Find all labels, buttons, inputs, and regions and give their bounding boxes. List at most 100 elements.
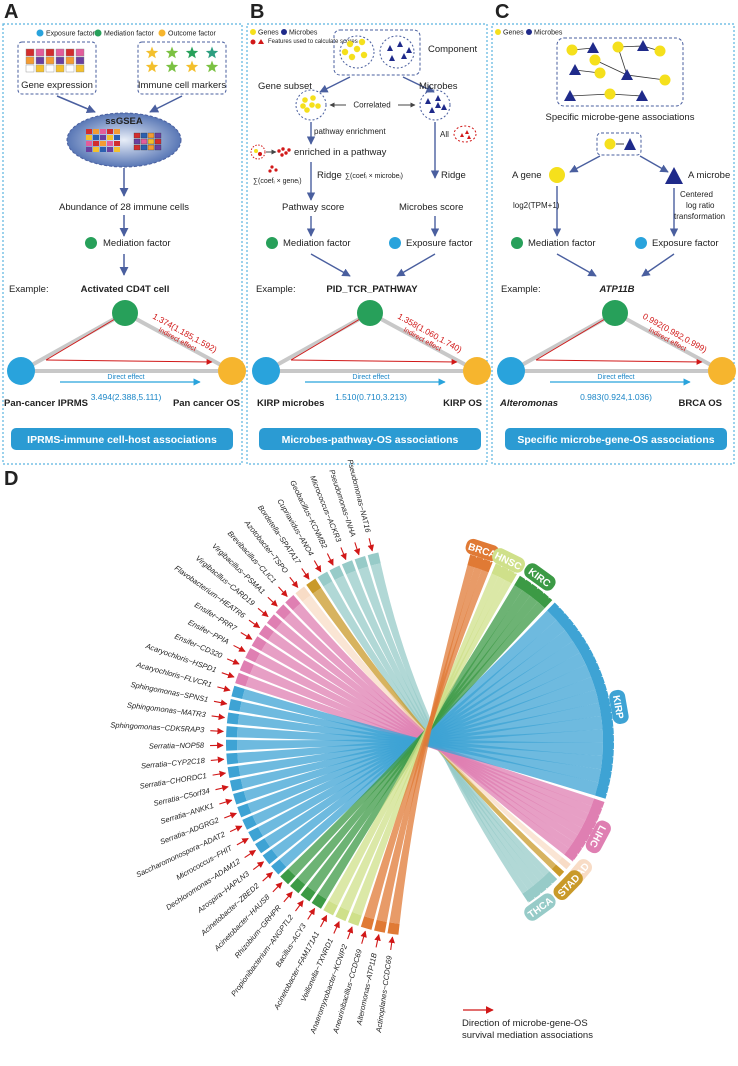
formula-microbe: ∑(coefᵢ × microbeᵢ) xyxy=(345,173,403,180)
exposure-legend-dot xyxy=(37,30,44,37)
legend-outcome: Outcome factor xyxy=(168,31,217,38)
legend-features-b: Features used to calculate scores xyxy=(268,39,358,45)
node-exposure-c xyxy=(497,357,525,385)
microbes-legend-dot-c xyxy=(526,29,532,35)
mediation-legend-dot xyxy=(95,30,102,37)
direct-label-a: Direct effect xyxy=(107,374,144,381)
correlated-label: Correlated xyxy=(353,101,390,110)
panel-c: C Genes Microbes Specific microbe-gene a… xyxy=(492,1,736,464)
node-outcome-a xyxy=(218,357,246,385)
sector-pair-17 xyxy=(227,712,239,724)
panel-d-letter: D xyxy=(4,468,18,490)
mediation-dot-c xyxy=(511,237,523,249)
ridge-label-1: Ridge xyxy=(317,170,342,181)
enriched-dots xyxy=(277,147,290,156)
legend-exposure: Exposure factor xyxy=(46,31,96,38)
gene-expression-heatmap xyxy=(26,49,84,72)
banner-b-text: Microbes-pathway-OS associations xyxy=(282,434,459,446)
sector-pair-39 xyxy=(387,922,399,934)
immune-marker-stars xyxy=(146,47,218,73)
microbe-gene-network xyxy=(564,40,671,101)
banner-c-text: Specific microbe-gene-OS associations xyxy=(517,434,714,446)
direct-value-c: 0.983(0.924,1.036) xyxy=(580,392,652,402)
mediation-label-b: Mediation factor xyxy=(283,238,351,249)
example-label: Example: xyxy=(9,284,49,295)
component-genes xyxy=(342,39,412,61)
outcome-node-a: Pan cancer OS xyxy=(173,398,240,409)
exposure-dot-b xyxy=(389,237,401,249)
legend-genes-b: Genes xyxy=(258,30,279,37)
all-label: All xyxy=(440,130,449,139)
mediation-label-c: Mediation factor xyxy=(528,238,596,249)
panel-c-letter: C xyxy=(495,1,509,23)
features-legend-dot xyxy=(251,40,256,45)
legend-microbes-b: Microbes xyxy=(289,30,318,37)
example-value-c: ATP11B xyxy=(598,284,634,295)
clr-label-2: log ratio xyxy=(686,201,715,210)
exposure-label-b: Exposure factor xyxy=(406,238,473,249)
exposure-node-b: KIRP microbes xyxy=(257,398,324,409)
abundance-label: Abundance of 28 immune cells xyxy=(59,202,189,213)
log-transform-label: log2(TPM+1) xyxy=(513,201,560,210)
features-legend-triangle xyxy=(258,39,264,44)
direct-value-a: 3.494(2.388,5.111) xyxy=(91,392,162,402)
mediation-label: Mediation factor xyxy=(103,238,171,249)
clr-label-1: Centered xyxy=(680,190,713,199)
exposure-dot-c xyxy=(635,237,647,249)
panel-b-letter: B xyxy=(250,1,264,23)
chord-links xyxy=(237,563,603,924)
exposure-node-a: Pan-cancer IPRMS xyxy=(4,398,88,409)
sector-pair-16 xyxy=(229,699,242,712)
direct-label-c: Direct effect xyxy=(597,374,634,381)
mediation-triangle-b: 1.358(1.060,1.740) Indirect effect Direc… xyxy=(252,300,491,409)
sector-pair-21 xyxy=(228,766,241,778)
pathway-score-label: Pathway score xyxy=(282,202,344,213)
legend-mediation: Mediation factor xyxy=(104,31,154,38)
node-mediator-b xyxy=(357,300,383,326)
outcome-node-c: BRCA OS xyxy=(679,398,722,409)
microbe-node xyxy=(665,167,683,184)
mediation-dot xyxy=(85,237,97,249)
genes-legend-dot xyxy=(250,29,256,35)
genes-legend-dot-c xyxy=(495,29,501,35)
sector-pair-22 xyxy=(230,778,243,791)
direct-value-b: 1.510(0.710,3.213) xyxy=(335,392,407,402)
node-exposure-b xyxy=(252,357,280,385)
panel-a-letter: A xyxy=(4,1,18,23)
node-exposure-a xyxy=(7,357,35,385)
formula-gene: ∑(coefᵢ × geneᵢ) xyxy=(253,178,302,185)
panel-a: A Exposure factor Mediation factor Outco… xyxy=(3,1,246,464)
arrow-gene-ssgsea xyxy=(57,96,95,112)
gene-subset-label: Gene subset xyxy=(258,81,312,92)
immune-markers-label: Immune cell markers xyxy=(138,80,226,91)
ridge-label-2: Ridge xyxy=(441,170,466,181)
specific-assoc-label: Specific microbe-gene associations xyxy=(546,112,695,123)
microbes-legend-dot xyxy=(281,29,287,35)
pair-label-20: Serratia−CYP2C18 xyxy=(141,756,206,771)
ssgsea-label: ssGSEA xyxy=(105,116,143,127)
sector-pair-20 xyxy=(226,753,238,765)
sector-pair-38 xyxy=(374,920,387,933)
pair-label-19: Serratia−NOP58 xyxy=(149,741,205,751)
example-label-b: Example: xyxy=(256,284,296,295)
microbes-circle xyxy=(420,90,450,120)
legend-microbes-c: Microbes xyxy=(534,30,563,37)
banner-a-text: IPRMS-immune cell-host associations xyxy=(27,434,217,446)
pair-label-18: Sphingomonas−CDK5RAP3 xyxy=(110,720,205,734)
pair-label-17: Sphingomonas−MATR3 xyxy=(127,700,208,719)
mediation-dot-b xyxy=(266,237,278,249)
panel-b: B Genes Microbes Features used to calcul… xyxy=(247,1,491,464)
node-outcome-c xyxy=(708,357,736,385)
mediation-triangle-a: 1.374(1.185,1.592) Indirect effect Direc… xyxy=(4,300,246,409)
example-value-b: PID_TCR_PATHWAY xyxy=(326,284,418,295)
clr-label-3: transformation xyxy=(674,212,725,221)
microbes-triangles xyxy=(425,95,447,113)
legend-text-d-1: Direction of microbe-gene-OS xyxy=(462,1018,588,1029)
pair-label-21: Serratia−CHORDC1 xyxy=(139,771,207,791)
panel-a-legend: Exposure factor Mediation factor Outcome… xyxy=(37,30,217,38)
example-value: Activated CD4T cell xyxy=(81,284,170,295)
a-gene-label: A gene xyxy=(512,170,542,181)
legend-genes-c: Genes xyxy=(503,30,524,37)
exposure-label-c: Exposure factor xyxy=(652,238,719,249)
